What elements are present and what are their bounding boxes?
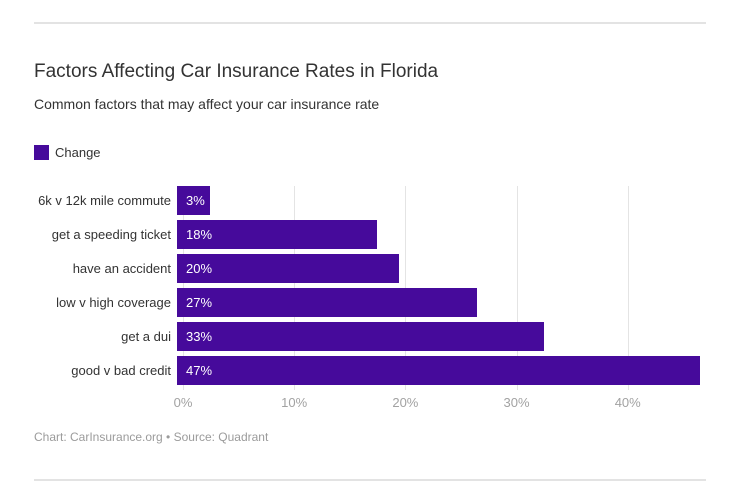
bar-track: 3%	[177, 186, 704, 215]
bar-row: get a speeding ticket 18%	[34, 220, 710, 254]
gridline	[627, 186, 629, 390]
bar-rows: 6k v 12k mile commute 3% get a speeding ti…	[34, 186, 710, 390]
category-label: good v bad credit	[71, 363, 171, 378]
bottom-divider	[34, 479, 706, 481]
x-axis-tick-label: 30%	[503, 395, 530, 410]
legend-label: Change	[55, 145, 101, 160]
x-axis-tick-label: 0%	[173, 395, 193, 410]
bar-track: 27%	[177, 288, 704, 317]
bar-row: get a dui 33%	[34, 322, 710, 356]
footer-credit: Chart: CarInsurance.org • Source: Quadra…	[34, 430, 269, 444]
chart-title: Factors Affecting Car Insurance Rates in…	[34, 61, 439, 82]
bar: 20%	[177, 254, 400, 283]
bar: 18%	[177, 220, 378, 249]
bar-track: 47%	[177, 356, 704, 385]
category-label: 6k v 12k mile commute	[38, 193, 171, 208]
bar-value-label: 27%	[186, 295, 213, 310]
bar-track: 18%	[177, 220, 704, 249]
bar-chart: 6k v 12k mile commute 3% get a speeding ti…	[34, 186, 710, 390]
bar: 27%	[177, 288, 478, 317]
bar: 33%	[177, 322, 544, 351]
x-axis-tick-label: 10%	[281, 395, 308, 410]
bar-value-label: 20%	[186, 261, 213, 276]
x-axis-tick-label: 20%	[392, 395, 419, 410]
chart-subtitle: Common factors that may affect your car …	[34, 96, 380, 112]
bar-track: 33%	[177, 322, 704, 351]
bar: 47%	[177, 356, 700, 385]
bar-row: good v bad credit 47%	[34, 356, 710, 390]
category-label: have an accident	[72, 261, 171, 276]
bar-row: have an accident 20%	[34, 254, 710, 288]
legend: Change	[34, 145, 101, 160]
legend-color-swatch	[34, 145, 49, 160]
top-divider	[34, 22, 706, 24]
bar-value-label: 3%	[186, 193, 205, 208]
category-label: get a speeding ticket	[51, 227, 171, 242]
bar-row: 6k v 12k mile commute 3%	[34, 186, 710, 220]
category-label: get a dui	[121, 329, 171, 344]
category-label: low v high coverage	[56, 295, 171, 310]
bar-value-label: 33%	[186, 329, 213, 344]
bar-row: low v high coverage 27%	[34, 288, 710, 322]
bar-value-label: 18%	[186, 227, 213, 242]
gridline	[516, 186, 518, 390]
bar-value-label: 47%	[186, 363, 213, 378]
bar: 3%	[177, 186, 211, 215]
x-axis-tick-label: 40%	[614, 395, 641, 410]
bar-track: 20%	[177, 254, 704, 283]
x-axis: 0% 10% 20% 30% 40%	[174, 395, 710, 411]
